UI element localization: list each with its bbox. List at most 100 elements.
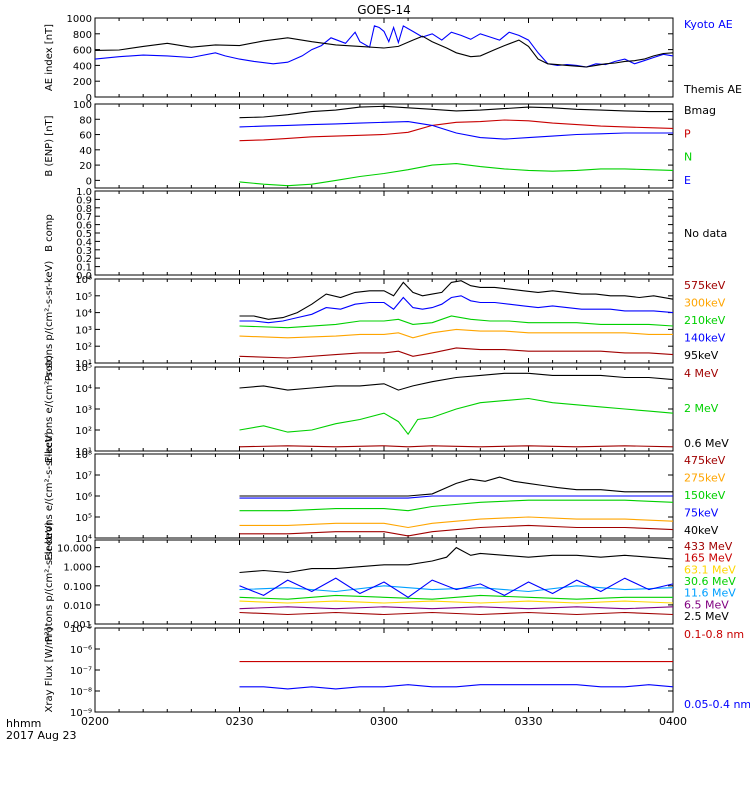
series-line (239, 397, 674, 436)
y-tick-label: 80 (79, 115, 92, 126)
legend-label: 0.05-0.4 nm (684, 698, 750, 711)
legend-label: 433 MeV (684, 540, 733, 553)
y-tick-label: 10⁻⁵ (70, 624, 92, 635)
series-line (239, 600, 674, 604)
series-line (239, 495, 673, 499)
series-line (239, 476, 673, 497)
series-line (239, 347, 674, 359)
y-tick-label: 0 (86, 93, 92, 104)
panel-frame (94, 627, 674, 713)
x-tick-label: 0230 (226, 715, 254, 728)
y-axis-label: Protons p/(cm²-s-sr-keV) (44, 261, 55, 382)
y-tick-label: 0.1 (76, 263, 92, 274)
legend-label: 63.1 MeV (684, 563, 736, 576)
legend-label: 4 MeV (684, 367, 719, 380)
legend-label: Kyoto AE (684, 18, 733, 31)
legend-label: No data (684, 227, 727, 240)
series-line (239, 105, 673, 119)
y-tick-label: 10⁶ (75, 492, 92, 503)
series-line (239, 372, 674, 391)
legend-label: 30.6 MeV (684, 575, 736, 588)
panel-frame (94, 17, 674, 98)
x-tick-label: 0330 (515, 715, 543, 728)
legend-label: N (684, 151, 692, 164)
y-tick-label: 0.6 (76, 221, 92, 232)
y-tick-label: 600 (73, 46, 92, 57)
y-tick-label: 100 (73, 100, 92, 111)
legend-label: 40keV (684, 524, 719, 537)
y-tick-label: 400 (73, 61, 92, 72)
y-tick-label: 20 (79, 161, 92, 172)
series-line (239, 684, 674, 690)
y-tick-label: 10⁵ (75, 363, 92, 374)
y-tick-label: 10³ (75, 325, 92, 336)
panel-frame (94, 366, 674, 452)
series-line (239, 516, 674, 529)
panel-ae: 0 200 400 600 800 1000 AE index [nT] Kyoto AE Th… (44, 14, 742, 104)
y-tick-label: 10² (75, 426, 92, 437)
panel-protons_low: 10¹ 10² 10³ 10⁴ 10⁵ 10⁶ Protons p/(cm²-s-sr-ke… (44, 261, 726, 382)
legend-label: 0.6 MeV (684, 437, 729, 450)
y-tick-label: 1000 (67, 14, 92, 25)
legend-label: 575keV (684, 279, 726, 292)
y-tick-label: 0 (86, 176, 92, 187)
legend-label: 2.5 MeV (684, 610, 729, 623)
legend-label: 300keV (684, 297, 726, 310)
x-tick-label: 0300 (370, 715, 398, 728)
legend-label: 6.5 MeV (684, 598, 729, 611)
series-line (239, 328, 673, 339)
legend-label: Themis AE (683, 83, 742, 96)
y-tick-label: 0.100 (63, 582, 92, 593)
date-label: 2017 Aug 23 (6, 729, 76, 742)
y-tick-label: 10⁴ (75, 384, 92, 395)
y-tick-label: 10⁵ (75, 513, 92, 524)
y-tick-label: 10⁻⁸ (70, 687, 92, 698)
y-tick-label: 10⁸ (75, 450, 92, 461)
y-tick-label: 0.7 (76, 212, 92, 223)
y-tick-label: 10⁷ (75, 471, 92, 482)
series-line (239, 119, 674, 142)
series-line (239, 445, 674, 448)
y-tick-label: 200 (73, 77, 92, 88)
y-axis-label: AE index [nT] (44, 24, 55, 91)
legend-label: 95keV (684, 349, 719, 362)
series-line (94, 25, 674, 68)
time-label: hhmm (6, 717, 41, 730)
legend-label: 0.1-0.8 nm (684, 628, 744, 641)
series-line (239, 546, 674, 574)
y-tick-label: 10⁶ (75, 275, 92, 286)
legend-label: 2 MeV (684, 402, 719, 415)
y-tick-label: 0.001 (63, 620, 92, 631)
legend-label: 140keV (684, 332, 726, 345)
y-tick-label: 10⁻⁷ (70, 666, 92, 677)
series-line (94, 35, 674, 68)
series-line (239, 594, 673, 600)
y-tick-label: 0.8 (76, 204, 92, 215)
legend-label: Bmag (684, 104, 716, 117)
chart-title: GOES-14 (357, 3, 411, 17)
series-line (239, 524, 674, 537)
legend-label: E (684, 174, 691, 187)
series-line (239, 315, 674, 329)
y-tick-label: 10² (75, 342, 92, 353)
series-line (239, 499, 674, 512)
series-line (239, 606, 674, 610)
y-axis-label: Electrons e/(cm²-s-sr) (44, 355, 55, 463)
panel-frame (94, 190, 674, 276)
legend-label: 210keV (684, 314, 726, 327)
y-tick-label: 0.5 (76, 229, 92, 240)
y-tick-label: 800 (73, 30, 92, 41)
y-tick-label: 1.000 (63, 563, 92, 574)
y-tick-label: 10¹ (75, 359, 92, 370)
y-tick-label: 10⁻⁶ (70, 645, 92, 656)
y-tick-label: 0.9 (76, 195, 92, 206)
y-tick-label: 0.0 (76, 271, 92, 282)
series-line (239, 585, 674, 593)
y-tick-label: 0.3 (76, 246, 92, 257)
legend-label: 11.6 MeV (684, 587, 736, 600)
legend-label: 75keV (684, 507, 719, 520)
panel-xray: 10⁻⁹ 10⁻⁸ 10⁻⁷ 10⁻⁶ 10⁻⁵ Xray Flux [W/m²] 0.1-… (44, 624, 750, 719)
